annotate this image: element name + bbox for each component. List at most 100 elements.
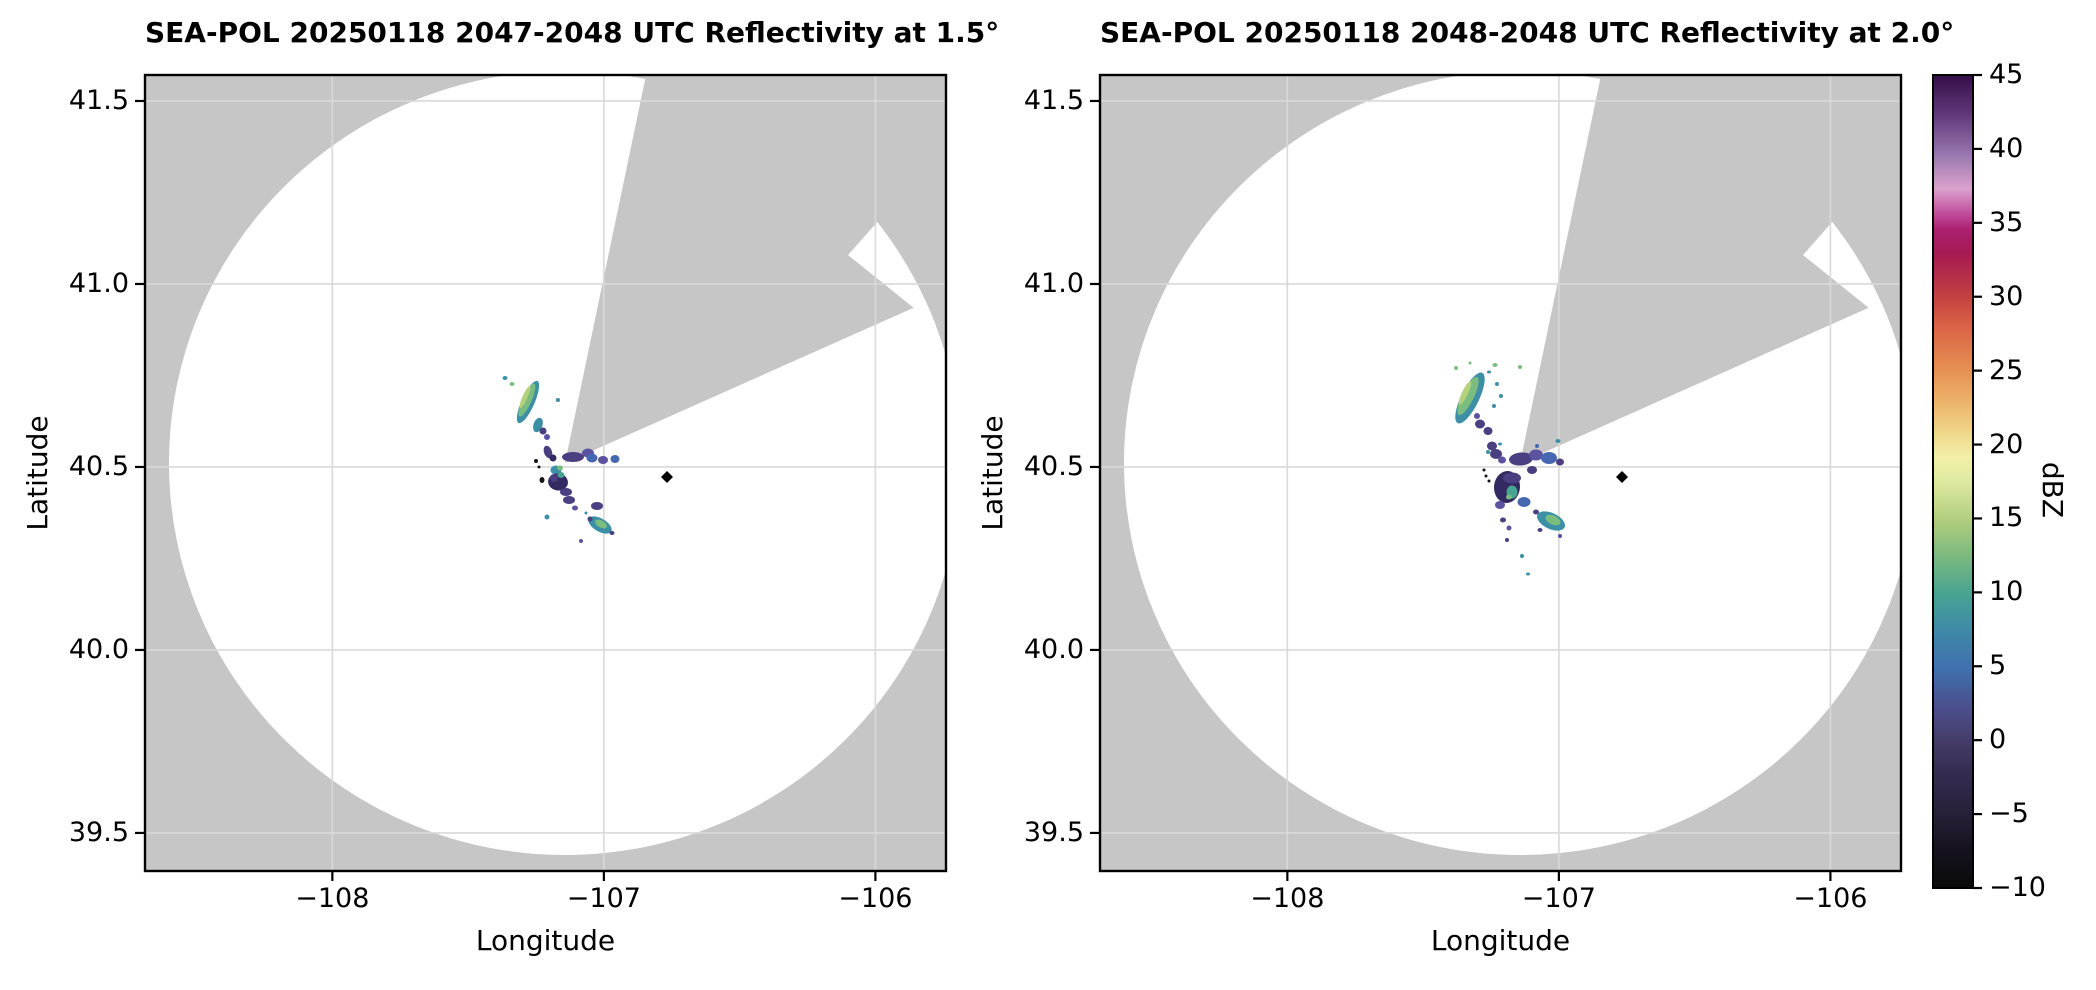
x-axis-label-right: Longitude — [1430, 924, 1571, 957]
panel-title-right: SEA-POL 20250118 2048-2048 UTC Reflectiv… — [1100, 16, 1955, 49]
radar-echo-cell — [598, 456, 608, 464]
x-axis-label-left: Longitude — [475, 924, 616, 957]
radar-echo-cell — [1506, 525, 1512, 531]
axes-border — [143, 73, 948, 873]
radar-echo-cell — [534, 459, 538, 463]
colorbar-tick-label: −10 — [1989, 872, 2046, 903]
radar-echo-cell — [1555, 439, 1561, 443]
colorbar-tick-label: 15 — [1989, 502, 2024, 534]
radar-echo-cell — [1475, 419, 1485, 429]
radar-echo-cell — [550, 474, 558, 482]
colorbar-tick-label: 25 — [1989, 354, 2024, 386]
radar-echo-cell — [1526, 572, 1530, 576]
radar-echo-cell — [549, 454, 557, 462]
y-tick-label: 41.5 — [1023, 84, 1084, 116]
radar-echo-cell — [543, 445, 553, 459]
radar-echo-cell — [563, 496, 575, 504]
colorbar-gradient-bar — [1933, 75, 1973, 888]
colorbar-tick-label: 35 — [1989, 206, 2024, 238]
radar-echo-cell — [1482, 468, 1486, 472]
radar-echo-cell — [1495, 382, 1499, 386]
radar-echo-cell — [1537, 528, 1543, 532]
panel-axes — [135, 73, 948, 881]
radar-echo-cell — [1492, 404, 1496, 408]
radar-echo-cell — [1499, 394, 1503, 398]
radar-echo-cell — [1518, 365, 1522, 369]
radar-echo-cell — [610, 455, 620, 463]
y-tick-label: 41.5 — [68, 84, 129, 116]
x-tick-label: −108 — [295, 883, 370, 914]
radar-echo-cell — [1556, 458, 1564, 466]
radar-echo-cell — [518, 383, 536, 417]
radar-echo-cell — [1509, 452, 1533, 466]
radar-echo-cell — [1474, 413, 1480, 419]
colorbar-tick-label: 5 — [1989, 650, 2007, 682]
radar-echo-cell — [1487, 441, 1497, 451]
station-diamond-marker — [1616, 471, 1628, 483]
radar-echo-cell — [1487, 479, 1491, 483]
colorbar-tick-label: 45 — [1989, 59, 2024, 90]
y-tick-label: 40.0 — [68, 633, 129, 665]
colorbar-tick-label: 10 — [1989, 576, 2024, 608]
radar-echo-cell — [1500, 517, 1506, 523]
radar-echo-cell — [579, 539, 583, 543]
radar-echo-cell — [562, 452, 584, 462]
radar-echo-cell — [1506, 494, 1512, 500]
radar-echo-cell — [539, 477, 545, 483]
colorbar-tick-label: 0 — [1989, 724, 2007, 756]
radar-echo-cell — [586, 453, 598, 463]
radar-echo-cell — [1498, 442, 1502, 446]
radar-echo-cell — [1484, 474, 1488, 478]
colorbar-border — [1932, 74, 1974, 889]
radar-echo-cell — [1487, 370, 1491, 374]
radar-echo-cell — [1505, 538, 1509, 542]
x-tick-label: −106 — [838, 883, 913, 914]
radar-echo-cell — [1533, 509, 1539, 515]
y-tick-label: 40.5 — [68, 450, 129, 482]
radar-echo-cell — [544, 434, 550, 440]
radar-echo-cell — [1458, 381, 1472, 405]
y-tick-label: 39.5 — [1023, 816, 1084, 848]
radar-echo-cell — [1545, 514, 1561, 526]
radar-echo-cell — [1492, 363, 1498, 367]
y-tick-label: 41.0 — [68, 267, 129, 299]
panel-axes — [1090, 73, 1903, 881]
radar-echo-cell — [1520, 554, 1524, 558]
radar-echo-cell — [539, 427, 547, 435]
colorbar-tick-label: 30 — [1989, 280, 2024, 312]
radar-echo-cell — [1454, 366, 1458, 370]
y-tick-label: 40.5 — [1023, 450, 1084, 482]
colorbar-tick-label: 40 — [1989, 132, 2024, 164]
station-diamond-marker — [661, 471, 673, 483]
radar-echo-cell — [557, 472, 565, 478]
radar-echo-cell — [584, 511, 588, 515]
radar-echo-cell — [556, 398, 560, 402]
radar-echo-cell — [502, 376, 508, 380]
radar-echo-cell — [1517, 497, 1531, 507]
radar-echo-cell — [609, 531, 615, 535]
colorbar-tick-label: 20 — [1989, 428, 2024, 460]
x-tick-label: −106 — [1793, 883, 1868, 914]
radar-echo-cell — [544, 514, 550, 520]
radar-echo-cell — [1527, 466, 1537, 474]
radar-echo-cell — [557, 465, 563, 471]
radar-echo-cell — [1541, 452, 1557, 464]
radar-echo-cell — [1486, 450, 1490, 454]
blocked-sector-wedge — [1520, 75, 1901, 463]
panel-plot-area — [145, 75, 946, 871]
radar-echo-cell — [1490, 449, 1502, 459]
radar-echo-cell — [587, 516, 593, 522]
x-tick-label: −107 — [1521, 883, 1596, 914]
y-tick-label: 39.5 — [68, 816, 129, 848]
radar-echo-cell — [1495, 501, 1505, 509]
radar-echo-cell — [572, 505, 578, 511]
y-tick-label: 40.0 — [1023, 633, 1084, 665]
radar-echo-cell — [1535, 444, 1539, 448]
radar-echo-cell — [595, 519, 607, 529]
x-tick-label: −107 — [566, 883, 641, 914]
radar-echo-cell — [519, 385, 531, 409]
radar-echo-cell — [1503, 472, 1521, 484]
blocked-sector-wedge — [565, 75, 946, 463]
radar-echo-cell — [591, 502, 603, 510]
